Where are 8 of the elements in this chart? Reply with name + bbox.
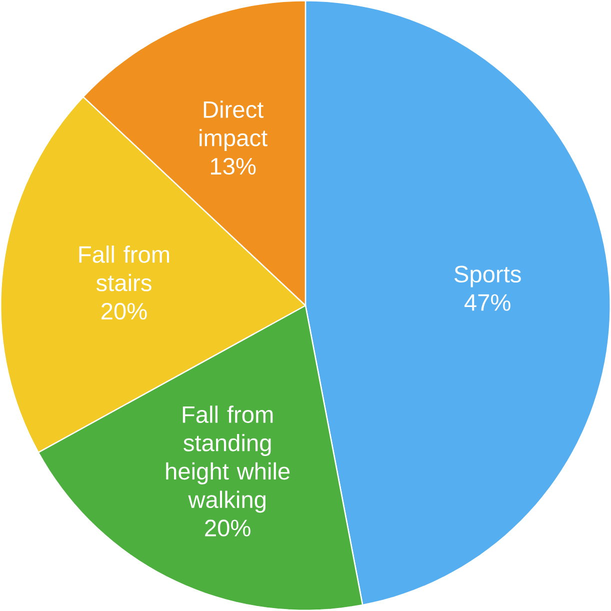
slice-label: Direct impact [200, 100, 268, 151]
data-label: 20% [102, 302, 147, 320]
slice-label: Fall from stairs [79, 246, 170, 292]
data-label: 47% [464, 294, 510, 311]
slice-label: Fall from standing height while walking [166, 406, 290, 513]
data-label: 13% [211, 158, 256, 175]
slice-label: Sports [454, 266, 521, 288]
data-label: 20% [205, 520, 250, 536]
